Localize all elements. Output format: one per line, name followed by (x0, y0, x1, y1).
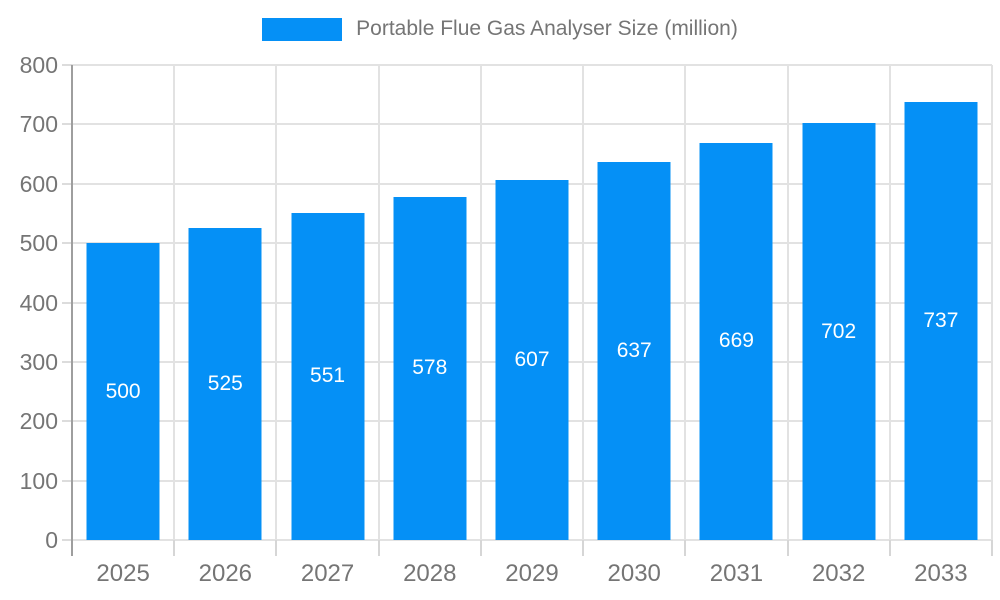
v-gridline (991, 65, 993, 540)
chart-legend[interactable]: Portable Flue Gas Analyser Size (million… (0, 17, 1000, 41)
x-tick-label: 2027 (300, 560, 355, 587)
y-axis-tick (62, 123, 72, 126)
y-axis-tick (62, 420, 72, 423)
bar-value-label: 578 (412, 356, 448, 380)
legend-swatch (262, 17, 343, 41)
y-tick-label: 0 (45, 527, 58, 553)
x-tick-label: 2029 (505, 560, 559, 587)
x-axis-tick (479, 540, 482, 556)
y-axis-tick (62, 539, 72, 541)
bar-value-label: 607 (514, 347, 550, 371)
x-tick-label: 2026 (198, 560, 253, 587)
x-tick-label: 2032 (811, 560, 866, 587)
y-tick-label: 400 (19, 289, 58, 316)
v-gridline (275, 65, 278, 540)
y-axis-tick (62, 479, 72, 482)
y-tick-label: 600 (19, 170, 58, 197)
x-tick-label: 2031 (709, 560, 764, 587)
x-tick-label: 2028 (403, 560, 457, 587)
bar-2029: 607 (495, 179, 569, 540)
y-axis-line (71, 65, 73, 556)
y-axis-tick (62, 242, 72, 245)
bar-2033: 737 (904, 102, 978, 540)
y-axis-tick (62, 360, 72, 363)
y-tick-label: 800 (19, 52, 58, 78)
x-axis-tick (888, 540, 891, 556)
y-tick-label: 200 (19, 408, 58, 435)
y-axis-tick (62, 64, 72, 66)
x-tick-label: 2033 (914, 560, 968, 587)
y-tick-label: 100 (19, 467, 58, 494)
h-gridline (72, 539, 992, 541)
x-axis-tick (275, 540, 278, 556)
y-tick-label: 500 (19, 230, 58, 257)
v-gridline (888, 65, 891, 540)
bar-2026: 525 (188, 228, 262, 540)
y-tick-label: 300 (19, 348, 58, 375)
x-axis-tick (377, 540, 380, 556)
v-gridline (479, 65, 482, 540)
bar-value-label: 500 (105, 379, 141, 403)
v-gridline (684, 65, 687, 540)
x-axis-tick (582, 540, 585, 556)
x-tick-label: 2030 (607, 560, 661, 587)
bar-value-label: 669 (718, 329, 754, 353)
h-gridline (72, 123, 992, 126)
x-axis-tick (991, 540, 993, 556)
bar-value-label: 637 (616, 338, 652, 362)
v-gridline (173, 65, 176, 540)
y-axis-tick (62, 182, 72, 185)
x-axis-tick (684, 540, 687, 556)
bar-2031: 669 (699, 142, 773, 540)
bar-value-label: 737 (923, 309, 959, 333)
x-axis-tick (173, 540, 176, 556)
y-tick-label: 700 (19, 111, 58, 138)
legend-label: Portable Flue Gas Analyser Size (million… (356, 17, 738, 40)
x-tick-label: 2025 (96, 560, 150, 587)
bar-2027: 551 (291, 212, 365, 540)
bar-value-label: 551 (310, 364, 346, 388)
bar-value-label: 702 (821, 319, 857, 343)
x-axis-tick (786, 540, 789, 556)
v-gridline (377, 65, 380, 540)
bar-2032: 702 (802, 123, 876, 540)
bar-2030: 637 (597, 161, 671, 540)
v-gridline (582, 65, 585, 540)
bar-2025: 500 (86, 243, 160, 540)
plot-area: 0 100 200 300 400 500 600 700 800 500 2025 525 2026 5… (20, 52, 993, 587)
y-axis-tick (62, 301, 72, 304)
v-gridline (786, 65, 789, 540)
h-gridline (72, 64, 992, 66)
bar-value-label: 525 (207, 372, 243, 396)
bar-2028: 578 (393, 196, 467, 540)
